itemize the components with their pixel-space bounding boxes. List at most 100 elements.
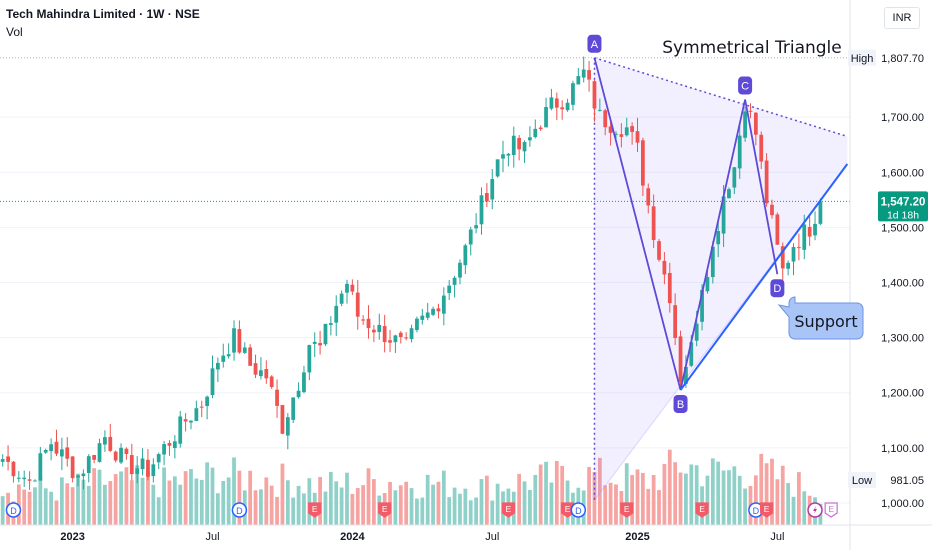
candle-body xyxy=(436,308,441,312)
low-tag-label: Low xyxy=(852,475,872,487)
dividend-icon-label: D xyxy=(575,506,582,516)
candle-body xyxy=(614,133,618,135)
candle-body xyxy=(667,272,672,304)
volume-bar xyxy=(393,490,398,525)
candle-body xyxy=(398,332,403,338)
volume-bar xyxy=(285,480,290,525)
dividend-icon xyxy=(5,502,22,518)
candle-body xyxy=(662,260,667,275)
volume-bar xyxy=(797,472,801,525)
candle-body xyxy=(727,189,731,199)
volume-bar xyxy=(22,489,27,525)
candle-body xyxy=(172,441,177,448)
volume-bar xyxy=(264,477,269,525)
volume-bar xyxy=(474,497,478,525)
candle-body xyxy=(415,318,419,331)
candle-body xyxy=(323,323,328,345)
candle-body xyxy=(447,285,452,294)
candle-body xyxy=(684,366,688,384)
candle-body xyxy=(538,127,543,130)
candle-body xyxy=(70,456,75,479)
volume-bar xyxy=(323,491,328,525)
volume-bar xyxy=(791,496,796,525)
support-line xyxy=(679,163,849,391)
candle-body xyxy=(393,335,398,343)
volume-bar xyxy=(710,458,715,525)
volume-bar xyxy=(183,471,188,525)
volume-bar xyxy=(404,481,409,525)
volume-bar xyxy=(409,488,414,525)
volume-bar xyxy=(673,462,678,525)
volume-bar xyxy=(630,474,635,525)
volume-bar xyxy=(528,489,532,525)
volume-bar xyxy=(81,479,86,525)
candle-body xyxy=(350,284,355,292)
current-price: 1,547.20 xyxy=(881,196,926,208)
candle-body xyxy=(619,134,624,137)
candle-body xyxy=(441,295,446,314)
candle-body xyxy=(716,230,721,245)
price-tick-label: 1,300.00 xyxy=(881,333,924,345)
volume-bar xyxy=(119,471,123,525)
volume-bar xyxy=(694,465,699,525)
candle-body xyxy=(27,479,32,481)
candle-body xyxy=(409,328,414,340)
candle-body xyxy=(377,324,382,333)
pattern-point-d: D xyxy=(770,279,785,298)
candle-body xyxy=(576,76,581,85)
volume-bar xyxy=(753,475,758,525)
volume-bar xyxy=(436,481,441,525)
candle-body xyxy=(285,417,290,436)
currency-button[interactable]: INR xyxy=(884,7,920,29)
price-tick-label: 1,100.00 xyxy=(881,443,924,455)
candle-body xyxy=(630,126,635,132)
abcd-path xyxy=(593,57,779,391)
candle-body xyxy=(146,459,150,477)
time-tick-label: Jul xyxy=(770,531,784,543)
high-value: 1,807.70 xyxy=(881,53,924,65)
earnings-icon xyxy=(378,502,392,518)
dividend-icon-label: D xyxy=(10,506,17,516)
candle-body xyxy=(103,437,107,445)
candle-body xyxy=(775,214,780,245)
candle-body xyxy=(189,420,193,423)
volume-bar xyxy=(689,464,694,525)
volume-bar xyxy=(275,496,279,525)
volume-bar xyxy=(764,463,769,525)
candle-body xyxy=(689,342,694,366)
time-axis: 2023 Jul 2024 Jul 2025 Jul xyxy=(0,524,932,543)
volume-bar xyxy=(59,477,64,525)
candle-body xyxy=(554,98,559,108)
candle-body xyxy=(522,142,527,152)
volume-bar xyxy=(226,477,231,525)
pattern-point-c: C xyxy=(738,76,753,95)
candle-body xyxy=(302,372,306,393)
volume-bar xyxy=(162,467,166,525)
candle-body xyxy=(495,159,500,177)
volume-bar xyxy=(684,473,688,525)
volume-bar xyxy=(350,493,355,525)
price-axis: 1,000.00 1,100.00 1,200.00 1,300.00 1,400.00… xyxy=(848,0,932,550)
candle-body xyxy=(759,134,764,162)
volume-bar xyxy=(732,466,737,525)
volume-bar xyxy=(705,475,710,525)
volume-bars xyxy=(0,449,823,525)
volume-bar xyxy=(452,487,457,525)
volume-bar xyxy=(554,460,559,525)
earnings-icon xyxy=(308,502,322,518)
candle-body xyxy=(6,456,10,462)
volume-bar xyxy=(178,484,183,525)
volume-bar xyxy=(544,461,548,525)
candle-body xyxy=(694,323,699,341)
price-tick-label: 1,600.00 xyxy=(881,167,924,179)
volume-bar xyxy=(54,500,59,525)
volume-bar xyxy=(447,497,452,525)
candle-body xyxy=(366,318,371,329)
volume-bar xyxy=(657,490,661,525)
candle-body xyxy=(242,347,247,353)
candle-body xyxy=(592,81,597,109)
volume-bar xyxy=(479,479,484,525)
volume-bar xyxy=(441,470,446,525)
